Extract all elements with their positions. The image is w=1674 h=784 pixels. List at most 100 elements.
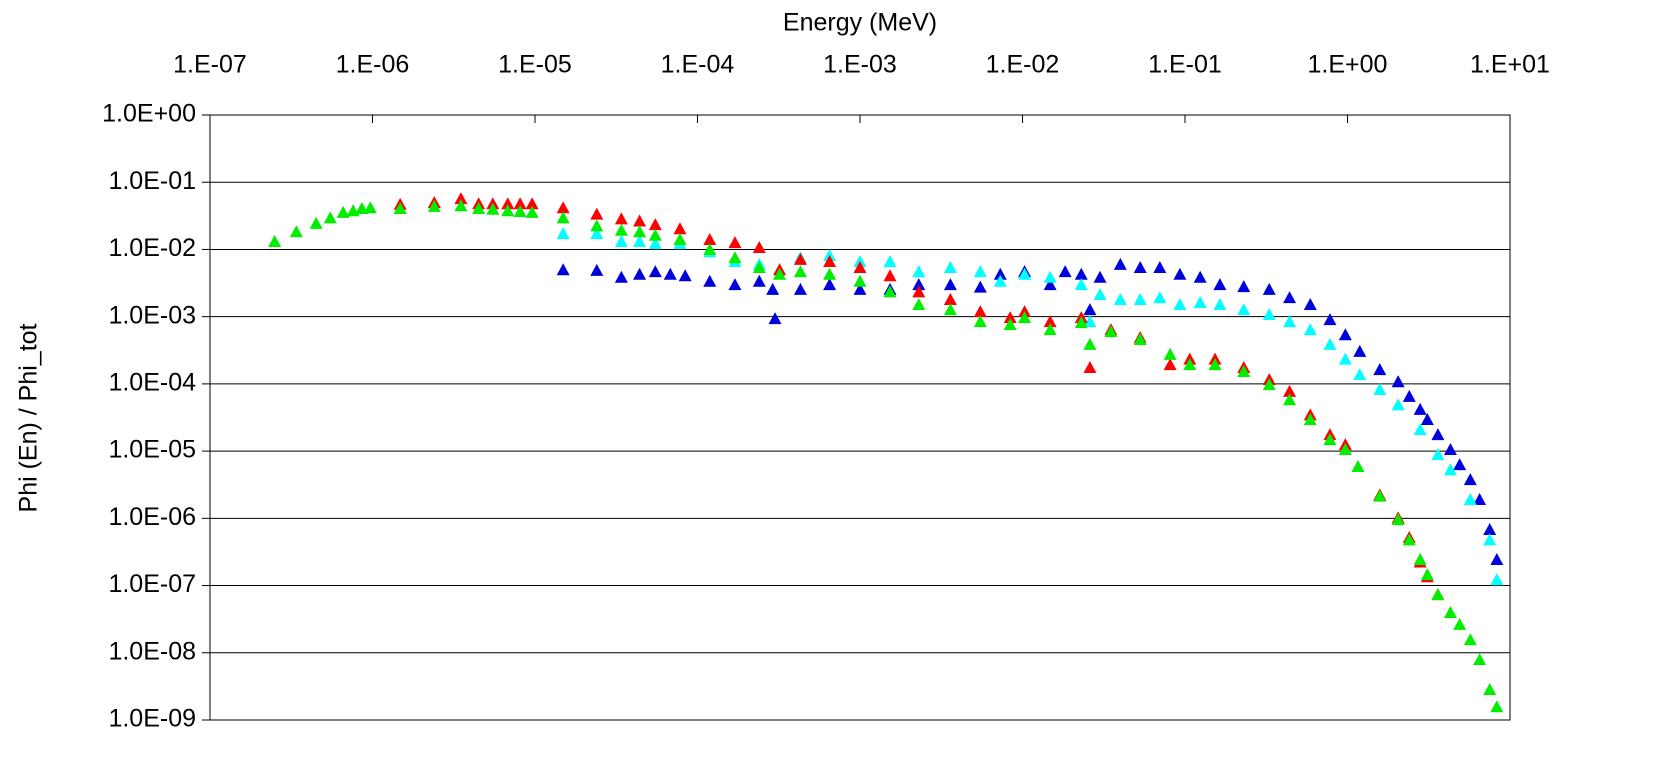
point — [1113, 292, 1127, 305]
point — [943, 278, 957, 291]
point — [1351, 460, 1365, 473]
point — [1083, 361, 1097, 374]
point — [823, 248, 837, 261]
point — [823, 267, 837, 280]
point — [1018, 305, 1032, 318]
point — [1018, 267, 1032, 280]
point — [993, 274, 1007, 287]
point — [336, 205, 350, 218]
point — [883, 285, 897, 298]
point — [486, 202, 500, 215]
point — [1473, 493, 1487, 506]
point — [1193, 295, 1207, 308]
point — [1043, 315, 1057, 328]
point — [1420, 413, 1434, 426]
point — [1483, 682, 1497, 695]
point — [703, 243, 717, 256]
point — [1338, 328, 1352, 341]
point — [1153, 291, 1167, 304]
point — [1373, 489, 1387, 502]
point — [1043, 323, 1057, 336]
point — [853, 260, 867, 273]
point — [1353, 368, 1367, 381]
point — [1163, 358, 1177, 371]
point — [1323, 433, 1337, 446]
point — [973, 280, 987, 293]
point — [1431, 428, 1445, 441]
x-tick-label: 1.E-01 — [1148, 51, 1222, 79]
point — [427, 199, 441, 212]
point — [973, 315, 987, 328]
point — [1183, 358, 1197, 371]
point — [1490, 700, 1504, 713]
point — [1323, 337, 1337, 350]
point — [1420, 568, 1434, 581]
x-tick-label: 1.E-07 — [173, 51, 247, 79]
point — [363, 201, 377, 214]
point — [1303, 323, 1317, 336]
y-tick-label: 1.0E-04 — [108, 368, 196, 396]
point — [1443, 463, 1457, 476]
point — [1391, 513, 1405, 526]
point — [1453, 458, 1467, 471]
point — [1490, 552, 1504, 565]
point — [633, 235, 647, 248]
point — [556, 211, 570, 224]
point — [1083, 315, 1097, 328]
point — [1283, 315, 1297, 328]
point — [1338, 352, 1352, 365]
y-tick-label: 1.0E-07 — [108, 570, 196, 598]
point — [1373, 383, 1387, 396]
point — [309, 216, 323, 229]
point — [1413, 552, 1427, 565]
point — [513, 205, 527, 218]
point — [454, 192, 468, 205]
y-tick-label: 1.0E-08 — [108, 637, 196, 665]
point — [1391, 398, 1405, 411]
point — [853, 274, 867, 287]
point — [1443, 442, 1457, 455]
point — [513, 197, 527, 210]
point — [1463, 473, 1477, 486]
point — [556, 201, 570, 214]
point — [1473, 653, 1487, 666]
y-tick-label: 1.0E+00 — [102, 100, 196, 128]
point — [943, 303, 957, 316]
point — [1173, 267, 1187, 280]
point — [793, 282, 807, 295]
point — [590, 207, 604, 220]
point — [1213, 298, 1227, 311]
point — [1163, 347, 1177, 360]
point — [1353, 344, 1367, 357]
point — [556, 263, 570, 276]
point — [1093, 270, 1107, 283]
point — [1237, 303, 1251, 316]
point — [1283, 393, 1297, 406]
point — [1413, 402, 1427, 415]
point — [323, 211, 337, 224]
point — [1074, 267, 1088, 280]
y-tick-label: 1.0E-09 — [108, 705, 196, 733]
point — [1074, 316, 1088, 329]
point — [1003, 318, 1017, 331]
point — [1303, 413, 1317, 426]
x-tick-label: 1.E+00 — [1308, 51, 1388, 79]
y-axis-title: Phi (En) / Phi_tot — [15, 323, 43, 512]
point — [1443, 606, 1457, 619]
point — [590, 226, 604, 239]
point — [1018, 311, 1032, 324]
point — [943, 260, 957, 273]
point — [1373, 363, 1387, 376]
point — [614, 270, 628, 283]
point — [1133, 260, 1147, 273]
point — [590, 219, 604, 232]
point — [823, 278, 837, 291]
point — [1173, 298, 1187, 311]
point — [793, 252, 807, 265]
x-axis-title: Energy (MeV) — [783, 9, 937, 37]
point — [393, 201, 407, 214]
point — [1391, 375, 1405, 388]
point — [501, 204, 515, 217]
point — [1058, 265, 1072, 278]
